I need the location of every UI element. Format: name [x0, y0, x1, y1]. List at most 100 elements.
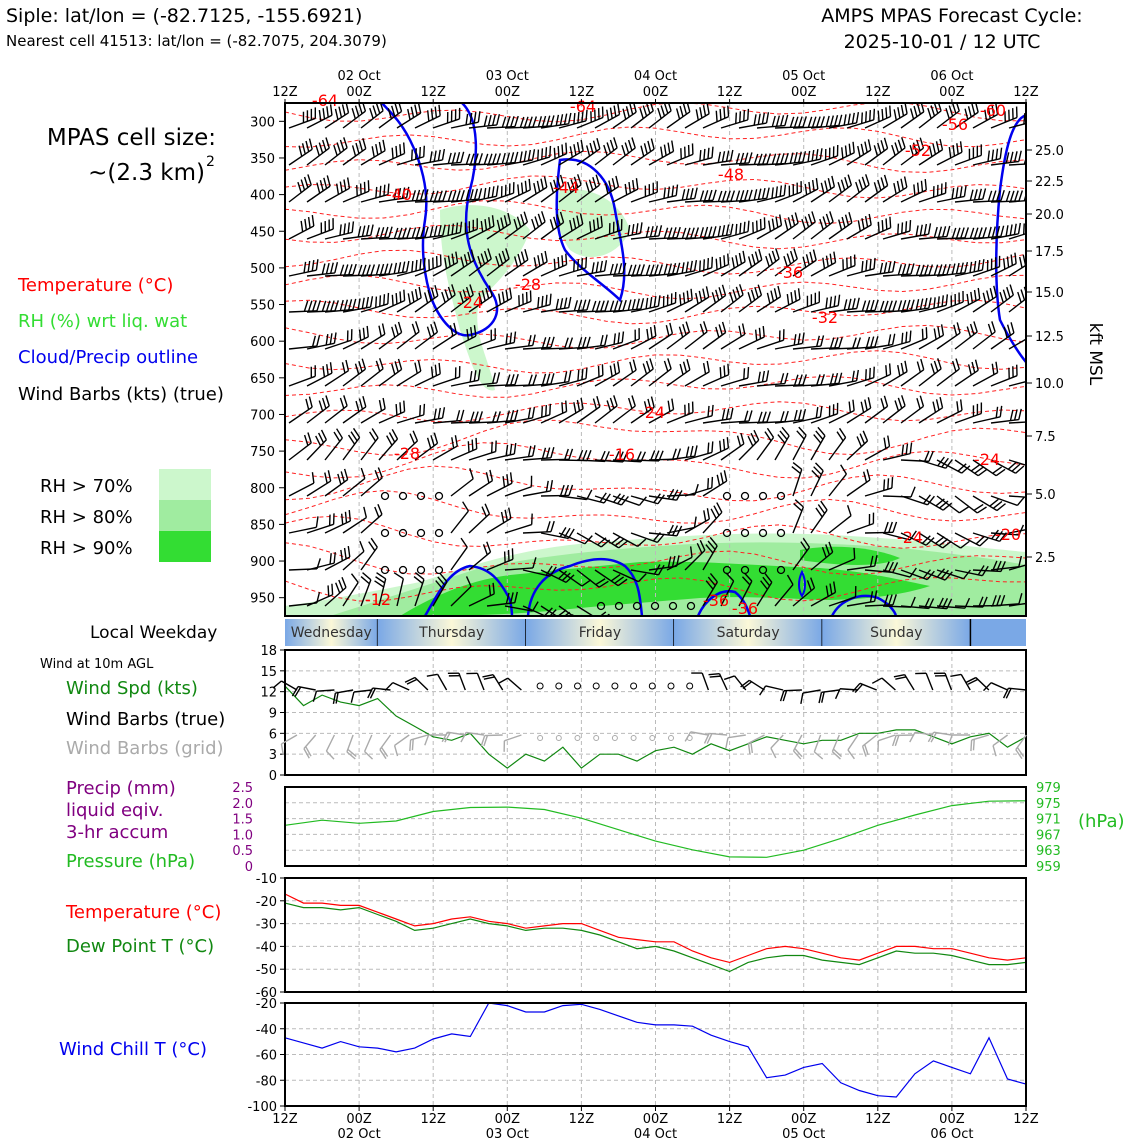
surface-barb-true: [458, 672, 466, 691]
wind-barb-feather: [377, 503, 383, 515]
wind-barb: [432, 376, 460, 387]
wind-barb-feather: [663, 263, 668, 275]
wind-barb-feather: [647, 140, 652, 152]
wind-barb-feather: [945, 459, 953, 469]
surface-barb-true: [437, 674, 448, 691]
wind-barb: [324, 112, 349, 129]
temperature-tick-label: -30: [256, 918, 277, 933]
wind-barb-feather: [550, 115, 555, 127]
wind-barb-feather: [318, 110, 322, 122]
wind-barb-feather: [817, 504, 826, 514]
wind-barb-feather: [761, 112, 765, 124]
wind-barb-feather: [874, 299, 879, 311]
wind-barb: [612, 569, 639, 583]
surface-barb-true: [904, 674, 915, 691]
wind-barb-feather: [423, 145, 425, 157]
wind-barb-feather: [500, 511, 505, 523]
wind-barb-feather: [671, 555, 676, 567]
wind-barb: [702, 511, 723, 534]
wind-barb: [360, 333, 386, 350]
wind-barb-feather: [559, 484, 565, 496]
wind-barb-feather: [897, 107, 901, 119]
wind-barb: [864, 445, 890, 461]
wind-barb-feather: [935, 141, 940, 153]
wind-barb-feather: [708, 226, 713, 238]
wind-barb-feather: [856, 337, 862, 349]
wind-speed-frame: [284, 649, 1027, 776]
wind-barb-feather: [637, 573, 647, 583]
wind-barb-feather: [892, 594, 897, 606]
wind-barb-feather: [537, 149, 540, 161]
wind-barb-feather: [589, 221, 592, 233]
wind-barb-feather: [945, 107, 950, 119]
wind-barb: [486, 601, 515, 607]
wind-barb-feather: [649, 326, 653, 339]
wind-barb-feather: [824, 180, 829, 192]
wind-barb: [414, 373, 441, 387]
wind-barb-feather: [430, 435, 435, 447]
wind-barb: [972, 372, 998, 387]
temperature-contour-label: -24: [639, 403, 665, 422]
wind-barb-feather: [386, 435, 393, 446]
wind-barb: [414, 579, 425, 607]
wind-barb: [954, 154, 982, 166]
wind-barb-feather: [1018, 593, 1023, 605]
surface-barb-grid: [379, 734, 392, 750]
wind-barb: [972, 266, 1000, 277]
wind-barb-feather: [709, 536, 718, 547]
kft-axis: 25.022.520.017.515.012.510.07.55.02.5: [1026, 144, 1064, 566]
wind-barb-feather: [877, 110, 880, 122]
wind-barb: [468, 513, 490, 534]
wind-barb-feather: [465, 189, 470, 201]
wind-barb-feather: [577, 337, 583, 349]
surface-barb-true-feather: [854, 683, 864, 694]
wind-barb-feather: [721, 190, 727, 202]
wind-barb-feather: [976, 506, 987, 514]
wind-barb-feather: [375, 264, 381, 276]
wind-barb-feather: [656, 533, 665, 543]
surface-barb-grid-feather: [970, 740, 973, 752]
wind-barb: [450, 546, 468, 571]
wind-barb-feather: [847, 174, 853, 186]
wind-barb-feather: [553, 216, 558, 228]
wind-barb-feather: [370, 537, 378, 548]
wind-barb-feather: [930, 105, 936, 117]
wind-barb: [756, 339, 784, 350]
wind-barb-feather: [339, 397, 345, 409]
wind-barb-feather: [1017, 222, 1022, 234]
wind-barb-feather: [942, 502, 953, 511]
surface-barb-grid: [847, 734, 859, 751]
wind-barb-feather: [738, 252, 743, 264]
wind-barb: [504, 455, 533, 461]
wind-barb-feather: [912, 142, 918, 154]
wind-barb-feather: [559, 114, 564, 126]
top-hour-label: 00Z: [791, 85, 817, 100]
wind-barb: [756, 436, 775, 461]
surface-barb-grid-feather: [930, 732, 938, 743]
wind-barb-feather: [844, 145, 848, 157]
wind-barb: [864, 373, 891, 387]
wind-barb-feather: [352, 427, 361, 438]
wind-barb-feather: [663, 144, 667, 156]
legend-rh: RH (%) wrt liq. wat: [18, 311, 187, 332]
wind-barb-feather: [473, 325, 477, 337]
wind-barb-feather: [645, 103, 651, 114]
wind-barb-feather: [611, 178, 616, 190]
wind-barb-feather: [541, 115, 547, 127]
wind-barb-feather: [339, 299, 344, 311]
wind-barb-feather: [561, 402, 564, 414]
wind-barb: [576, 226, 603, 240]
wind-barb-feather: [753, 114, 757, 126]
wind-barb-feather: [325, 262, 330, 274]
wind-barb-feather: [469, 112, 473, 125]
wind-barb-feather: [711, 256, 714, 268]
wind-barb-feather: [971, 103, 976, 115]
wind-barb-feather: [888, 594, 893, 606]
calm-marker-true: [611, 682, 619, 690]
wind-barb: [702, 294, 726, 313]
surface-barb-true: [507, 677, 522, 691]
wind-barb-feather: [775, 216, 779, 228]
wind-barb-feather: [316, 300, 321, 312]
wind-barb-feather: [847, 298, 852, 310]
surface-barb-grid-feather: [813, 751, 824, 760]
